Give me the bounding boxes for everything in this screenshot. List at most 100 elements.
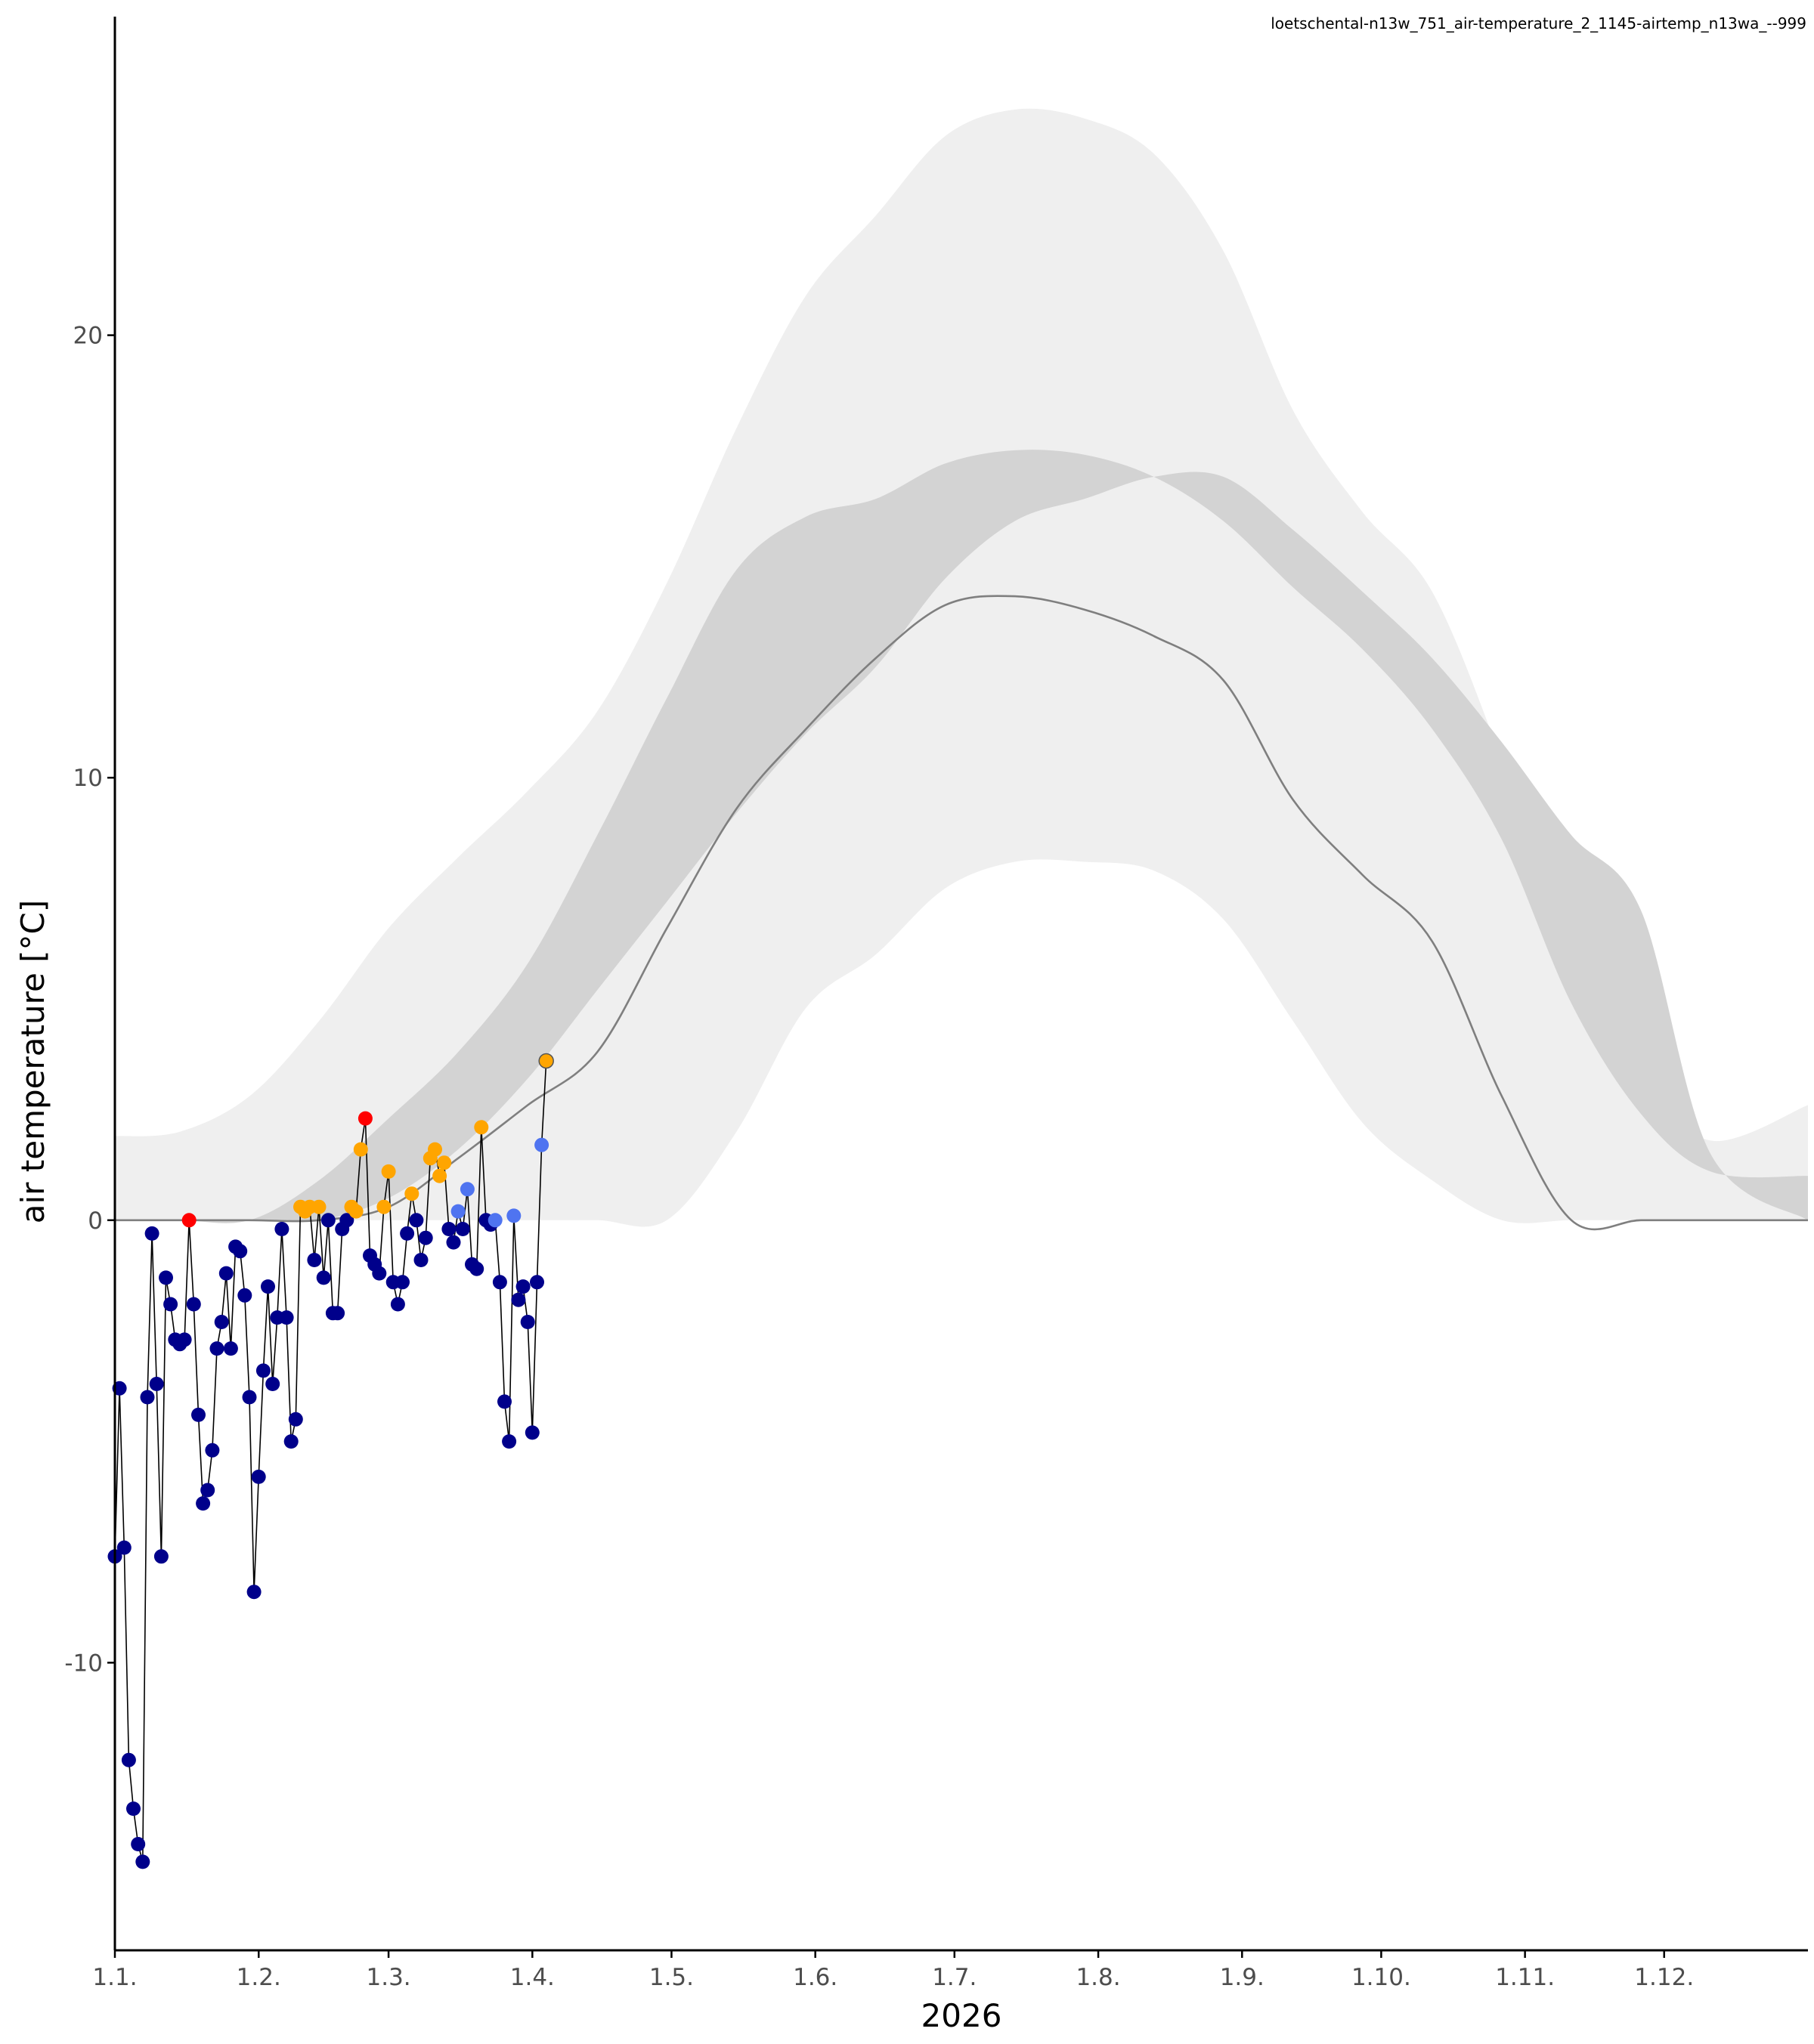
data-point — [506, 1208, 522, 1223]
x-tick-label: 1.1. — [92, 1964, 137, 1991]
data-point — [265, 1377, 280, 1391]
data-point — [311, 1199, 327, 1214]
data-point — [196, 1496, 211, 1511]
data-point — [237, 1288, 252, 1303]
data-point — [149, 1377, 164, 1391]
data-point — [261, 1279, 275, 1294]
data-point-outline — [538, 1053, 554, 1069]
data-point — [246, 1585, 262, 1600]
data-point — [330, 1306, 345, 1321]
data-point — [441, 1222, 457, 1236]
data-point — [446, 1235, 461, 1250]
median-line — [114, 595, 1808, 1231]
inner-band — [115, 450, 1808, 1223]
x-tick-label: 1.3. — [367, 1964, 411, 1991]
data-point — [413, 1253, 429, 1267]
x-tick-label: 1.11. — [1495, 1964, 1555, 1991]
data-point — [255, 1363, 271, 1378]
data-point — [530, 1275, 544, 1290]
data-point — [376, 1199, 392, 1214]
data-point — [153, 1549, 169, 1564]
data-point — [400, 1226, 415, 1241]
data-point — [233, 1244, 248, 1259]
data-point — [159, 1270, 173, 1285]
data-point — [525, 1425, 540, 1440]
x-tick-label: 1.7. — [932, 1964, 977, 1991]
x-tick-label: 1.2. — [237, 1964, 281, 1991]
data-point — [474, 1120, 489, 1135]
data-point — [511, 1292, 526, 1307]
data-point — [502, 1434, 517, 1449]
data-point — [274, 1222, 289, 1236]
data-point — [316, 1270, 331, 1285]
data-point — [437, 1155, 452, 1170]
data-point — [372, 1266, 387, 1281]
data-point — [381, 1164, 396, 1179]
data-point — [116, 1540, 132, 1555]
data-point — [214, 1315, 229, 1329]
data-point — [460, 1182, 475, 1197]
y-tick-label: -10 — [64, 1650, 103, 1677]
data-point — [339, 1213, 354, 1228]
data-point — [492, 1275, 507, 1290]
data-point — [135, 1854, 150, 1869]
data-point — [520, 1315, 535, 1329]
data-point — [279, 1310, 294, 1325]
median-layer — [114, 595, 1808, 1231]
data-point — [469, 1261, 484, 1276]
x-tick-label: 1.9. — [1220, 1964, 1265, 1991]
x-tick-label: 1.6. — [793, 1964, 837, 1991]
x-tick-label: 1.8. — [1076, 1964, 1120, 1991]
data-point — [418, 1230, 433, 1245]
data-point — [348, 1204, 364, 1219]
data-point — [432, 1168, 447, 1183]
data-point — [144, 1226, 159, 1241]
data-point — [395, 1275, 410, 1290]
data-point — [358, 1111, 373, 1126]
data-point — [534, 1137, 549, 1152]
y-tick-label: 0 — [88, 1208, 103, 1235]
x-axis-title: 2026 — [921, 1997, 1002, 2034]
data-point — [497, 1394, 512, 1409]
y-axis-title: air temperature [°C] — [14, 900, 51, 1223]
data-point — [450, 1204, 466, 1219]
reference-bands — [115, 108, 1808, 1227]
data-point — [126, 1801, 141, 1817]
observed-layer — [107, 1053, 554, 1869]
data-point — [409, 1213, 424, 1228]
data-point — [390, 1297, 405, 1312]
data-point — [515, 1279, 531, 1294]
data-point — [455, 1222, 470, 1236]
x-tick-label: 1.4. — [510, 1964, 555, 1991]
corner-label: loetschental-n13w_751_air-temperature_2_… — [1271, 14, 1806, 32]
data-point — [251, 1469, 266, 1484]
y-ticks: 20 10 0 -10 — [64, 323, 115, 1677]
data-point — [191, 1407, 206, 1422]
data-point — [205, 1443, 220, 1458]
data-point — [218, 1266, 234, 1281]
data-point — [288, 1412, 303, 1427]
data-point — [428, 1142, 442, 1157]
data-point — [181, 1213, 197, 1228]
data-point — [177, 1332, 192, 1347]
data-point — [353, 1142, 368, 1157]
data-point — [320, 1213, 336, 1228]
y-tick-label: 20 — [73, 323, 103, 350]
data-point — [488, 1213, 503, 1228]
data-point — [209, 1341, 224, 1356]
data-point — [121, 1752, 136, 1767]
data-point — [131, 1837, 146, 1851]
data-point — [404, 1186, 419, 1201]
data-point — [307, 1253, 322, 1267]
data-point — [539, 1053, 554, 1068]
data-point — [186, 1297, 201, 1312]
data-point — [140, 1390, 155, 1405]
x-tick-label: 1.10. — [1351, 1964, 1411, 1991]
y-tick-label: 10 — [73, 765, 103, 792]
data-point — [242, 1390, 257, 1405]
data-point — [283, 1434, 299, 1449]
data-point — [200, 1483, 215, 1498]
outer-band — [115, 108, 1808, 1227]
